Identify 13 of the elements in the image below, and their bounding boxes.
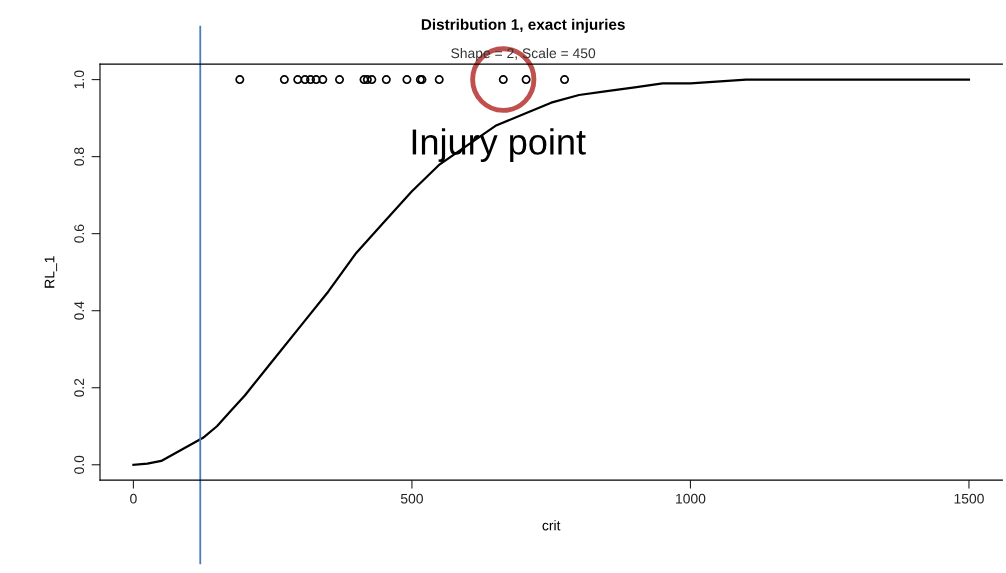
y-tick-label: 0.6 — [74, 224, 85, 243]
y-axis-title: RL_1 — [44, 256, 58, 288]
y-tick-label: 0.8 — [74, 147, 85, 166]
y-tick-label: 0.4 — [74, 301, 85, 320]
x-tick-label: 0 — [130, 493, 137, 504]
x-tick-label: 1500 — [954, 493, 984, 504]
chart-title: Distribution 1, exact injuries — [421, 18, 625, 33]
x-axis-title: crit — [542, 520, 561, 531]
x-tick-label: 1000 — [676, 493, 706, 504]
x-tick-label: 500 — [400, 493, 423, 504]
y-tick-label: 1.0 — [74, 70, 85, 89]
y-tick-label: 0.2 — [74, 378, 85, 397]
y-tick-label: 0.0 — [74, 455, 85, 474]
